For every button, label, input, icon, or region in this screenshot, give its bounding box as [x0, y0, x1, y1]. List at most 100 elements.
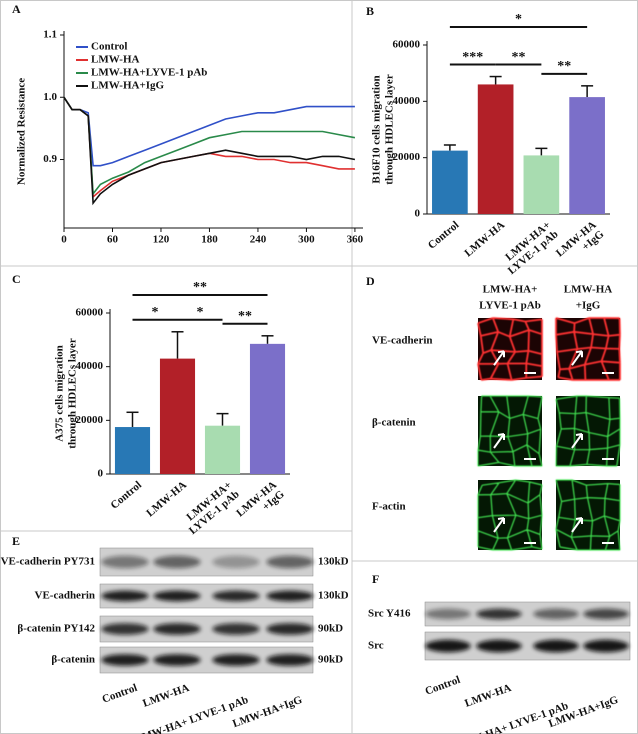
row-label: β-catenin	[51, 654, 95, 666]
cell-borders	[477, 479, 543, 551]
significance-label: **	[193, 280, 207, 295]
arrow	[493, 517, 505, 533]
y-tick-label: 60000	[76, 307, 104, 319]
blot-band	[425, 608, 471, 620]
bar	[477, 84, 514, 214]
significance-label: *	[515, 12, 522, 27]
x-tick-label: 60	[107, 234, 119, 246]
blot-band	[476, 608, 522, 620]
row-label: β-catenin PY142	[17, 623, 95, 635]
lane-label: LMW-HA	[141, 682, 191, 710]
bar	[523, 155, 560, 214]
blot-band	[425, 639, 471, 653]
band-size: 90kD	[318, 623, 343, 635]
series-line	[63, 96, 356, 206]
series-line	[63, 96, 355, 199]
blot-band	[212, 590, 260, 602]
x-tick-label-group: LMW-HA	[462, 219, 507, 259]
band-size: 130kD	[318, 590, 349, 602]
y-tick-label: 40000	[393, 95, 421, 107]
significance-label: **	[238, 309, 252, 324]
panel-letter: A	[12, 2, 21, 16]
cell-borders	[477, 317, 543, 381]
panel-letter: F	[372, 572, 379, 586]
row-label: Src Y416	[368, 608, 411, 620]
blot-band	[533, 608, 579, 620]
blot-band	[212, 623, 260, 635]
x-tick-label-group: Control	[108, 479, 144, 512]
significance-label: ***	[462, 50, 483, 65]
blot-band	[101, 623, 149, 635]
arrow	[571, 433, 583, 449]
column-header: LMW-HA+	[483, 284, 538, 296]
blot-band	[101, 555, 149, 569]
blot-band	[266, 590, 314, 602]
series-line	[63, 96, 356, 196]
x-tick-label: LMW-HA	[144, 479, 189, 519]
x-tick-label: 0	[61, 234, 67, 246]
blot-band	[583, 639, 629, 653]
row-label: VE-cadherin	[372, 335, 433, 347]
micrograph	[478, 396, 542, 466]
x-tick-label-group: LMW-HA	[144, 479, 189, 519]
x-tick-label: LMW-HA	[462, 219, 507, 259]
row-label: F-actin	[372, 501, 406, 513]
x-tick-label-group: LMW-HA+IgG	[554, 219, 607, 259]
cell-borders	[555, 479, 621, 551]
legend-label: LMW-HA	[91, 54, 140, 66]
panel-letter: D	[366, 274, 375, 288]
arrow	[571, 350, 583, 366]
row-label: Src	[368, 640, 384, 652]
blot-band	[266, 555, 314, 569]
micrograph	[478, 318, 542, 380]
y-axis-label: through HDLECs layer	[384, 74, 396, 185]
blot-band	[101, 590, 149, 602]
x-tick-label: 120	[153, 234, 170, 246]
arrow	[493, 433, 505, 449]
legend-label: LMW-HA+LYVE-1 pAb	[91, 67, 207, 79]
significance-label: *	[197, 305, 204, 320]
blot-band	[153, 654, 201, 666]
y-axis-label: Normalized Resistance	[16, 78, 28, 185]
row-label: VE-cadherin PY731	[1, 556, 95, 568]
blot-band	[533, 639, 579, 653]
y-axis-label: through HDLECs layer	[67, 338, 79, 449]
significance-label: **	[512, 50, 526, 65]
panel-letter: E	[12, 534, 20, 548]
x-tick-label: 240	[250, 234, 267, 246]
x-tick-label: Control	[426, 219, 462, 252]
blot-band	[153, 555, 201, 569]
arrow	[571, 517, 583, 533]
bar	[569, 97, 605, 214]
x-tick-label: 360	[347, 234, 364, 246]
legend-label: LMW-HA+IgG	[91, 80, 165, 92]
lane-label: Control	[424, 674, 462, 698]
column-header: +IgG	[576, 300, 601, 312]
y-tick-label: 1.1	[43, 29, 57, 41]
blot-band	[212, 555, 260, 569]
x-tick-label-group: Control	[426, 219, 462, 252]
y-tick-label: 0.9	[43, 153, 57, 165]
lane-label: LMW-HA	[463, 682, 513, 710]
legend-label: Control	[91, 41, 127, 53]
y-tick-label: 20000	[76, 414, 104, 426]
cell-borders	[555, 317, 621, 381]
y-tick-label: 1.0	[43, 91, 57, 103]
bar	[114, 427, 151, 474]
bar	[204, 425, 241, 474]
cell-borders	[555, 395, 621, 467]
significance-label: *	[152, 305, 159, 320]
y-tick-label: 0	[415, 208, 421, 220]
significance-label: **	[557, 59, 571, 74]
cell-borders	[477, 395, 543, 467]
x-tick-label-group: LMW-HA+LYVE-1 pAb	[503, 219, 560, 277]
x-tick-label: Control	[108, 479, 144, 512]
blot-band	[212, 654, 260, 666]
blot-band	[583, 608, 629, 620]
arrow	[493, 350, 505, 366]
blot-band	[101, 654, 149, 666]
panel-letter: C	[12, 272, 21, 286]
lane-label: Control	[101, 682, 139, 706]
row-label: VE-cadherin	[35, 590, 96, 602]
